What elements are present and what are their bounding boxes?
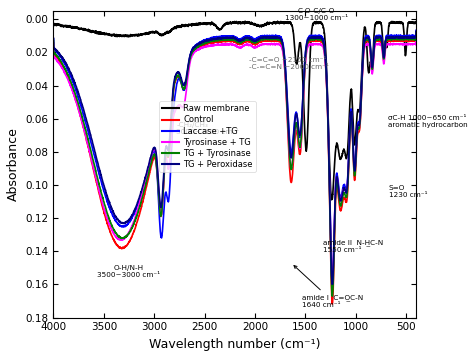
Text: O-H/N-H
3500~3000 cm⁻¹: O-H/N-H 3500~3000 cm⁻¹ xyxy=(98,265,161,277)
TG + Tyrosinase xyxy=(413,30,419,34)
Laccase +TG xyxy=(314,35,319,39)
Line: TG + Peroxidase: TG + Peroxidase xyxy=(54,32,416,284)
Tyrosinase + TG xyxy=(384,42,390,46)
Raw membrane xyxy=(329,198,335,202)
Legend: Raw membrane, Control, Laccase +TG, Tyrosinase + TG, TG + Tyrosinase, TG + Perox: Raw membrane, Control, Laccase +TG, Tyro… xyxy=(159,101,256,172)
TG + Tyrosinase xyxy=(402,37,408,41)
Tyrosinase + TG xyxy=(51,42,56,47)
Tyrosinase + TG xyxy=(203,45,209,49)
Control xyxy=(203,43,209,47)
Control xyxy=(206,41,211,45)
TG + Tyrosinase xyxy=(203,41,209,45)
Raw membrane xyxy=(402,50,408,54)
X-axis label: Wavelength number (cm⁻¹): Wavelength number (cm⁻¹) xyxy=(149,338,320,351)
TG + Peroxidase xyxy=(384,36,390,40)
Control xyxy=(384,39,390,43)
Tyrosinase + TG xyxy=(402,42,408,46)
Control xyxy=(402,39,408,43)
Laccase +TG xyxy=(203,38,209,42)
TG + Peroxidase xyxy=(206,38,211,43)
TG + Tyrosinase xyxy=(223,38,228,42)
Laccase +TG xyxy=(206,37,211,41)
Tyrosinase + TG xyxy=(206,44,211,48)
Control xyxy=(329,302,335,306)
Control xyxy=(413,32,419,36)
TG + Peroxidase xyxy=(203,38,209,43)
Text: C-O-C/C-O
1300~1000 cm⁻¹: C-O-C/C-O 1300~1000 cm⁻¹ xyxy=(285,8,348,21)
TG + Peroxidase xyxy=(402,35,408,39)
Raw membrane xyxy=(203,22,209,26)
Text: σC-H 1000~650 cm⁻¹
aromatic hydrocarbon: σC-H 1000~650 cm⁻¹ aromatic hydrocarbon xyxy=(388,115,467,129)
Line: Raw membrane: Raw membrane xyxy=(54,21,416,200)
Raw membrane xyxy=(384,44,390,48)
Raw membrane xyxy=(206,21,211,25)
Text: -C=C=O ~2150 cm⁻¹
-C-=C=N ~2000 cm⁻¹: -C=C=O ~2150 cm⁻¹ -C-=C=N ~2000 cm⁻¹ xyxy=(249,57,328,71)
Raw membrane xyxy=(51,21,56,25)
Raw membrane xyxy=(223,22,228,26)
TG + Peroxidase xyxy=(223,35,228,39)
Text: -CH₂/CH₃
3000~2700 cm⁻¹: -CH₂/CH₃ 3000~2700 cm⁻¹ xyxy=(176,122,239,135)
Text: S=O
1230 cm⁻¹: S=O 1230 cm⁻¹ xyxy=(389,185,428,198)
Laccase +TG xyxy=(51,37,56,41)
Laccase +TG xyxy=(384,34,390,38)
TG + Tyrosinase xyxy=(329,294,335,298)
Control xyxy=(314,39,319,43)
TG + Tyrosinase xyxy=(384,37,390,41)
Text: amide II  N-H̲C-N
1550 cm⁻¹: amide II N-H̲C-N 1550 cm⁻¹ xyxy=(323,240,383,253)
Raw membrane xyxy=(242,19,248,23)
Line: Laccase +TG: Laccase +TG xyxy=(54,30,416,282)
TG + Peroxidase xyxy=(51,36,56,40)
Raw membrane xyxy=(314,20,320,24)
Laccase +TG xyxy=(329,280,335,284)
TG + Peroxidase xyxy=(413,29,419,34)
TG + Tyrosinase xyxy=(314,37,319,42)
Raw membrane xyxy=(413,20,419,24)
Text: amide I  C=O̲C-N
1640 cm⁻¹: amide I C=O̲C-N 1640 cm⁻¹ xyxy=(294,266,364,308)
Tyrosinase + TG xyxy=(223,43,228,47)
Tyrosinase + TG xyxy=(314,42,319,47)
Laccase +TG xyxy=(223,35,228,39)
Tyrosinase + TG xyxy=(413,34,419,38)
Control xyxy=(51,41,56,45)
TG + Tyrosinase xyxy=(206,40,211,44)
TG + Peroxidase xyxy=(329,282,335,286)
Line: Tyrosinase + TG: Tyrosinase + TG xyxy=(54,36,416,281)
TG + Tyrosinase xyxy=(51,38,56,43)
TG + Peroxidase xyxy=(314,35,319,40)
Line: TG + Tyrosinase: TG + Tyrosinase xyxy=(54,32,416,296)
Laccase +TG xyxy=(413,28,419,33)
Tyrosinase + TG xyxy=(329,279,335,284)
Y-axis label: Absorbance: Absorbance xyxy=(7,127,20,201)
Line: Control: Control xyxy=(54,34,416,304)
Laccase +TG xyxy=(402,33,408,38)
Control xyxy=(223,39,228,43)
